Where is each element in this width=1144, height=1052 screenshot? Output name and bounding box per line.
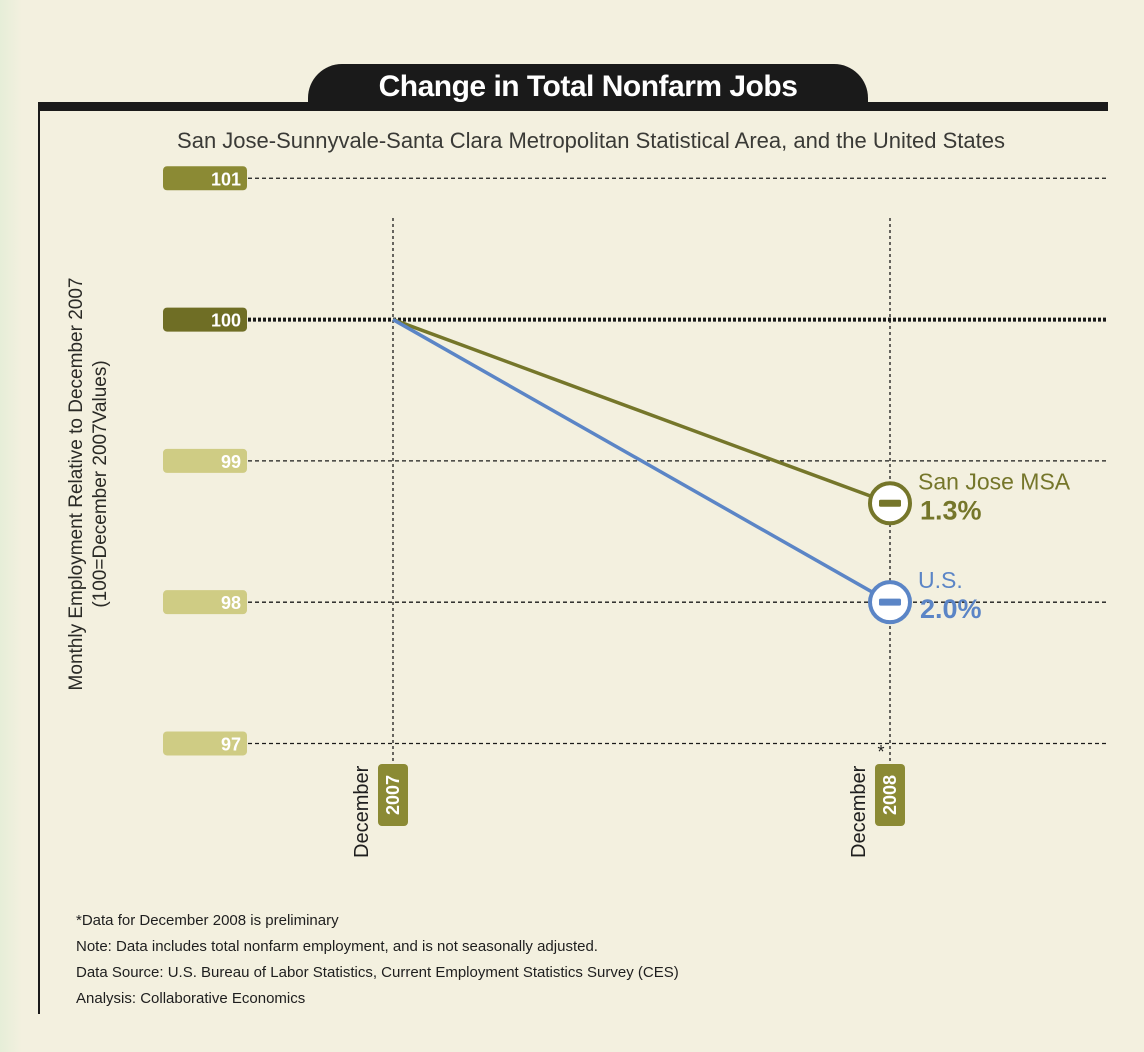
x-tick-badge-2007 — [378, 764, 408, 826]
series-line-0 — [392, 317, 891, 505]
y-tick-label-100: 100 — [211, 311, 241, 331]
chart-title: Change in Total Nonfarm Jobs — [378, 70, 798, 103]
footnotes: *Data for December 2008 is preliminary N… — [76, 908, 679, 1012]
footnote-source: Data Source: U.S. Bureau of Labor Statis… — [76, 964, 679, 981]
x-tick-year-2007: 2007 — [383, 775, 403, 815]
y-tick-badge-98 — [163, 590, 247, 615]
series-name-label-1: U.S. — [918, 567, 963, 593]
left-edge-gradient — [0, 0, 22, 1052]
x-tick-month-2008: December — [848, 765, 870, 858]
series-line-1 — [392, 318, 891, 604]
minus-icon-0 — [879, 499, 901, 507]
y-tick-badge-100 — [163, 307, 247, 332]
chart-subtitle: San Jose-Sunnyvale-Santa Clara Metropoli… — [177, 128, 1005, 153]
left-border-rule — [38, 108, 40, 1014]
y-tick-label-101: 101 — [211, 169, 241, 189]
series-change-label-1: 2.0% — [920, 594, 982, 624]
x-tick-note-2008: * — [877, 742, 884, 762]
y-tick-label-98: 98 — [221, 593, 241, 613]
title-tab: Change in Total Nonfarm Jobs — [308, 64, 868, 110]
y-tick-badge-97 — [163, 731, 247, 756]
series-change-label-0: 1.3% — [920, 495, 982, 525]
series-name-label-0: San Jose MSA — [918, 468, 1071, 494]
footnote-preliminary: *Data for December 2008 is preliminary — [76, 912, 339, 929]
minus-icon-1 — [879, 598, 901, 606]
x-tick-year-2008: 2008 — [880, 775, 900, 815]
x-tick-month-2007: December — [351, 765, 373, 858]
y-tick-badge-99 — [163, 448, 247, 473]
footnote-note: Note: Data includes total nonfarm employ… — [76, 938, 598, 955]
y-tick-label-97: 97 — [221, 734, 241, 754]
y-tick-badge-101 — [163, 166, 247, 191]
y-tick-label-99: 99 — [221, 452, 241, 472]
x-tick-badge-2008 — [875, 764, 905, 826]
y-axis-title-line2: (100=December 2007Values) — [90, 360, 111, 607]
y-axis-title-line1: Monthly Employment Relative to December … — [66, 278, 87, 691]
footnote-analysis: Analysis: Collaborative Economics — [76, 990, 306, 1007]
